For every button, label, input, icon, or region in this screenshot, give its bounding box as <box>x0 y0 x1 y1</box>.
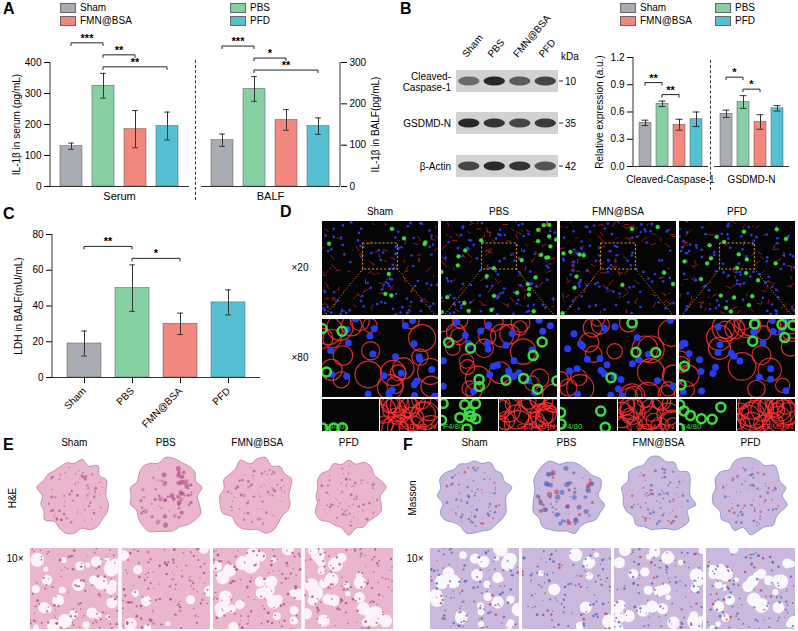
html-text:FMN@BSA: FMN@BSA <box>640 15 692 26</box>
svg-text:F4/80: F4/80 <box>443 422 464 431</box>
svg-text:PFD: PFD <box>210 385 232 407</box>
svg-text:200: 200 <box>350 98 367 109</box>
svg-text:F4/80: F4/80 <box>681 422 702 431</box>
svg-text:×20: ×20 <box>292 262 309 273</box>
svg-text:10×: 10× <box>407 553 424 564</box>
svg-text:0.6: 0.6 <box>611 106 625 117</box>
svg-text:PBS: PBS <box>485 37 507 60</box>
html-text:F: F <box>403 436 413 453</box>
svg-text:FMN@BSA: FMN@BSA <box>140 385 185 430</box>
html-text:BALF: BALF <box>256 190 285 202</box>
svg-text:PBS: PBS <box>556 437 576 448</box>
svg-text:Sham: Sham <box>62 385 88 411</box>
svg-text:FMN@BSA: FMN@BSA <box>510 12 553 60</box>
svg-text:60: 60 <box>32 264 44 275</box>
svg-text:***: *** <box>81 32 95 44</box>
svg-text:1.2: 1.2 <box>611 52 625 63</box>
svg-text:GSDMD-N: GSDMD-N <box>517 422 555 431</box>
html-text:Cleaved-Caspase-1: Cleaved-Caspase-1 <box>626 174 715 185</box>
html-text:D: D <box>280 203 292 220</box>
svg-text:300: 300 <box>350 57 367 68</box>
html-text:Sham: Sham <box>640 2 667 13</box>
svg-text:Relative expression (a.u.): Relative expression (a.u.) <box>594 55 605 168</box>
svg-text:IL-1β in BALF(pg/mL): IL-1β in BALF(pg/mL) <box>370 77 381 173</box>
svg-text:*: * <box>749 78 754 90</box>
svg-text:42: 42 <box>565 161 577 172</box>
svg-text:PFD: PFD <box>741 437 761 448</box>
svg-text:PFD: PFD <box>339 437 359 448</box>
svg-text:FMN@BSA: FMN@BSA <box>231 437 283 448</box>
html-text:GSDMD-N: GSDMD-N <box>727 174 776 185</box>
svg-text:PFD: PFD <box>727 206 747 217</box>
svg-text:Caspase-1: Caspase-1 <box>403 82 452 93</box>
html-text:PBS: PBS <box>250 2 270 13</box>
svg-text:10: 10 <box>565 76 577 87</box>
svg-text:Masson: Masson <box>407 480 418 515</box>
svg-text:40: 40 <box>32 300 44 311</box>
svg-text:PBS: PBS <box>156 437 176 448</box>
svg-text:0.0: 0.0 <box>611 161 625 172</box>
html-text:C: C <box>3 205 15 222</box>
svg-text:**: ** <box>666 84 675 96</box>
svg-text:20: 20 <box>32 336 44 347</box>
svg-text:LDH in BALF(mU/mL): LDH in BALF(mU/mL) <box>13 257 24 354</box>
svg-text:*: * <box>154 247 159 259</box>
svg-text:0.9: 0.9 <box>611 79 625 90</box>
svg-text:**: ** <box>649 72 658 84</box>
svg-text:FMN@BSA: FMN@BSA <box>592 206 644 217</box>
svg-text:kDa: kDa <box>561 51 579 62</box>
svg-text:35: 35 <box>565 118 577 129</box>
svg-text:0.3: 0.3 <box>611 133 625 144</box>
html-text:Serum: Serum <box>103 190 136 202</box>
svg-text:0: 0 <box>38 372 44 383</box>
svg-text:80: 80 <box>32 229 44 240</box>
svg-text:*: * <box>732 66 737 78</box>
svg-text:GSDMD-N: GSDMD-N <box>755 422 793 431</box>
html-text:PFD: PFD <box>250 15 270 26</box>
svg-text:***: *** <box>232 35 246 47</box>
html-text:A: A <box>3 0 15 17</box>
svg-text:*: * <box>268 47 273 59</box>
html-text:B: B <box>400 0 412 17</box>
svg-text:×80: ×80 <box>292 352 309 363</box>
svg-text:100: 100 <box>350 139 367 150</box>
svg-text:H&E: H&E <box>7 487 18 508</box>
html-text:FMN@BSA: FMN@BSA <box>80 15 132 26</box>
svg-text:Sham: Sham <box>367 206 393 217</box>
svg-text:F4/80: F4/80 <box>562 422 583 431</box>
svg-text:Sham: Sham <box>460 32 485 59</box>
svg-text:0: 0 <box>350 181 356 192</box>
svg-text:GSDMD-N: GSDMD-N <box>403 118 451 129</box>
svg-text:100: 100 <box>25 150 42 161</box>
svg-text:PFD: PFD <box>536 37 557 59</box>
svg-text:Sham: Sham <box>61 437 87 448</box>
svg-text:0: 0 <box>36 181 42 192</box>
svg-text:PBS: PBS <box>114 385 136 407</box>
svg-text:10×: 10× <box>7 553 24 564</box>
svg-text:PBS: PBS <box>489 206 509 217</box>
html-text:E: E <box>3 436 14 453</box>
svg-text:F4/80: F4/80 <box>324 422 345 431</box>
svg-text:Cleaved-: Cleaved- <box>411 71 451 82</box>
svg-text:Sham: Sham <box>461 437 487 448</box>
svg-text:FMN@BSA: FMN@BSA <box>633 437 685 448</box>
svg-text:β-Actin: β-Actin <box>420 161 451 172</box>
svg-text:GSDMD-N: GSDMD-N <box>636 422 674 431</box>
svg-text:300: 300 <box>25 88 42 99</box>
html-text:PFD: PFD <box>735 15 755 26</box>
svg-text:400: 400 <box>25 57 42 68</box>
svg-text:200: 200 <box>25 119 42 130</box>
svg-text:**: ** <box>104 235 113 247</box>
html-text:PBS: PBS <box>735 2 755 13</box>
svg-text:**: ** <box>115 44 124 56</box>
svg-text:GSDMD-N: GSDMD-N <box>398 422 436 431</box>
html-text:Sham: Sham <box>80 2 107 13</box>
svg-text:IL-1β in serum (pg/mL): IL-1β in serum (pg/mL) <box>11 74 22 175</box>
